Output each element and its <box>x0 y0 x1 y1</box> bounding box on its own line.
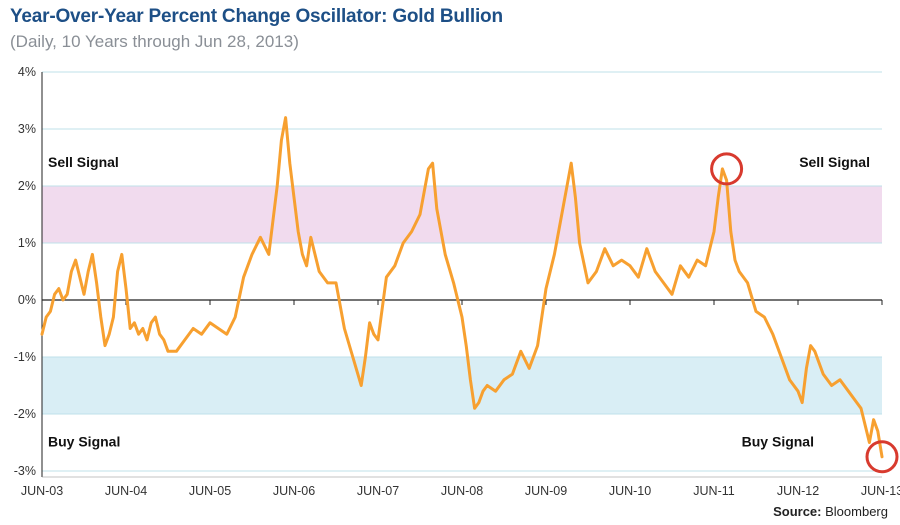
signal-annotation: Buy Signal <box>48 434 120 450</box>
highlight-circle <box>710 152 744 186</box>
chart-subtitle: (Daily, 10 Years through Jun 28, 2013) <box>10 32 299 51</box>
chart-title: Year-Over-Year Percent Change Oscillator… <box>10 6 503 27</box>
x-tick-label: JUN-11 <box>693 484 734 498</box>
x-tick-label: JUN-03 <box>21 484 63 498</box>
x-tick-label: JUN-12 <box>777 484 819 498</box>
y-tick-label: 3% <box>18 122 36 136</box>
y-tick-label: -3% <box>14 464 36 478</box>
y-tick-label: 1% <box>18 236 36 250</box>
signal-annotation: Sell Signal <box>799 154 870 170</box>
x-tick-label: JUN-05 <box>189 484 231 498</box>
gold-yoy-line <box>40 116 884 459</box>
x-tick-label: JUN-06 <box>273 484 315 498</box>
y-tick-label: -1% <box>14 350 36 364</box>
x-tick-label: JUN-09 <box>525 484 567 498</box>
signal-annotation: Buy Signal <box>742 434 814 450</box>
signal-annotation: Sell Signal <box>48 154 119 170</box>
y-tick-label: 2% <box>18 179 36 193</box>
x-tick-label: JUN-04 <box>105 484 147 498</box>
source-label: Source: <box>773 504 822 519</box>
x-tick-label: JUN-07 <box>357 484 399 498</box>
x-tick-label: JUN-10 <box>609 484 651 498</box>
y-tick-label: 4% <box>18 65 36 79</box>
y-tick-label: -2% <box>14 407 36 421</box>
x-tick-label: JUN-13 <box>861 484 900 498</box>
buy-signal-band <box>42 357 882 414</box>
y-tick-label: 0% <box>18 293 36 307</box>
source-note: Source: Bloomberg <box>773 504 888 519</box>
source-value: Bloomberg <box>825 504 888 519</box>
sell-signal-band <box>42 186 882 243</box>
highlight-circle <box>865 440 899 474</box>
x-tick-label: JUN-08 <box>441 484 483 498</box>
